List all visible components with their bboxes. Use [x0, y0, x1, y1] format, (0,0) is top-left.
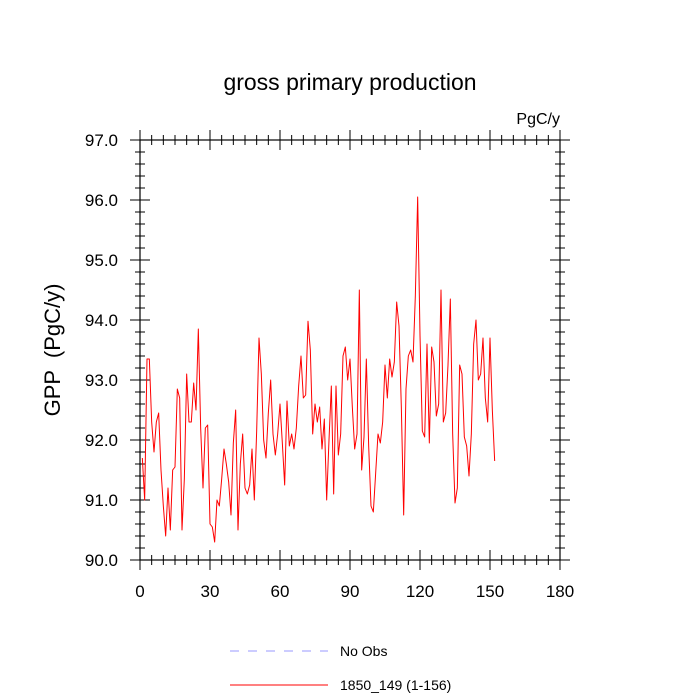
legend-label-no-obs: No Obs [340, 643, 387, 659]
axis-tick-labels: 0 30 60 90 120 150 180 90.0 91.0 92.0 93.0 94.0 95.0… [85, 131, 574, 601]
y-axis-label: GPP (PgC/y) [40, 284, 65, 417]
legend: No Obs 1850_149 (1-156) [230, 643, 451, 693]
axis-ticks [130, 130, 570, 570]
chart-title: gross primary production [223, 69, 476, 95]
x-tick-label: 150 [476, 582, 504, 601]
y-tick-label: 90.0 [85, 551, 118, 570]
legend-label-1850-149: 1850_149 (1-156) [340, 677, 451, 693]
x-tick-label: 90 [341, 582, 360, 601]
series-line-1850-149 [141, 196, 496, 543]
x-tick-label: 60 [271, 582, 290, 601]
y-tick-label: 97.0 [85, 131, 118, 150]
x-tick-label: 180 [546, 582, 574, 601]
y-tick-label: 95.0 [85, 251, 118, 270]
plot-frame [139, 139, 561, 561]
y-tick-label: 94.0 [85, 311, 118, 330]
y-tick-label: 91.0 [85, 491, 118, 510]
y-tick-label: 92.0 [85, 431, 118, 450]
units-label: PgC/y [516, 111, 560, 128]
y-tick-label: 93.0 [85, 371, 118, 390]
x-tick-label: 0 [135, 582, 144, 601]
x-tick-label: 120 [406, 582, 434, 601]
y-tick-label: 96.0 [85, 191, 118, 210]
x-tick-label: 30 [201, 582, 220, 601]
